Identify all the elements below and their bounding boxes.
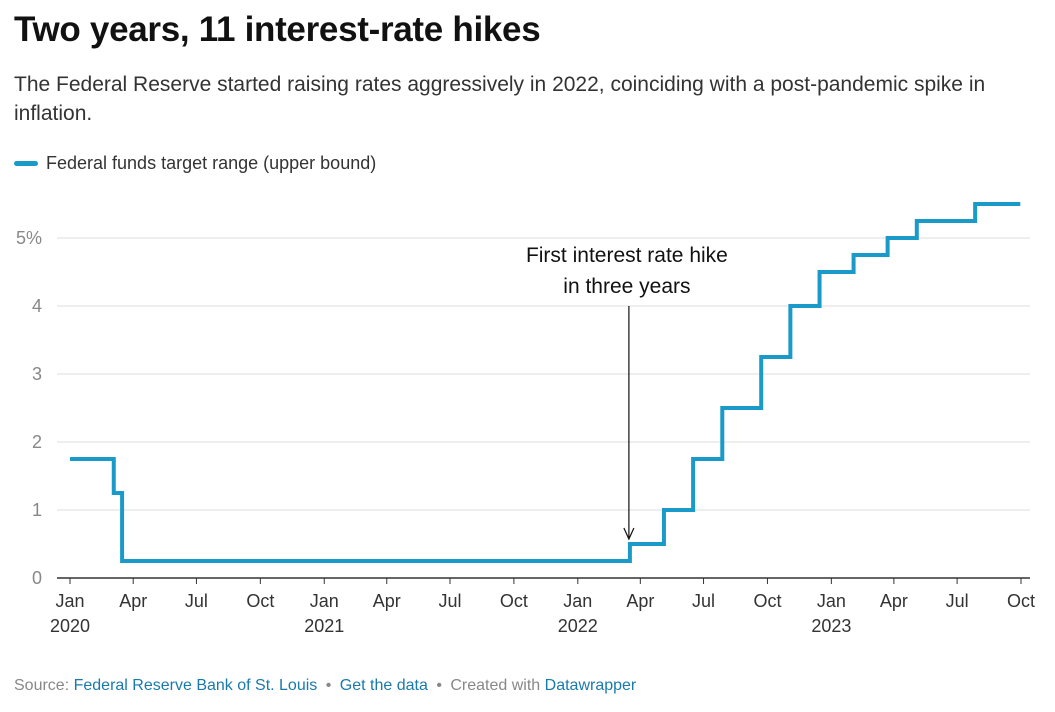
x-tick-label: Jul bbox=[692, 591, 715, 611]
y-tick-label: 2 bbox=[32, 432, 42, 452]
legend: Federal funds target range (upper bound) bbox=[14, 153, 376, 174]
x-tick-year-label: 2023 bbox=[811, 616, 851, 636]
chart-subtitle: The Federal Reserve started raising rate… bbox=[14, 73, 986, 125]
x-tick-label: Jul bbox=[438, 591, 461, 611]
x-tick-label: Oct bbox=[1007, 591, 1035, 611]
x-tick-label: Apr bbox=[880, 591, 908, 611]
footer-separator: • bbox=[436, 677, 442, 694]
x-tick-label: Jan bbox=[310, 591, 339, 611]
y-tick-label: 5% bbox=[16, 228, 42, 248]
chart-title: Two years, 11 interest-rate hikes bbox=[14, 10, 541, 49]
x-tick-year-label: 2020 bbox=[50, 616, 90, 636]
x-tick-label: Jan bbox=[55, 591, 84, 611]
x-tick-label: Apr bbox=[626, 591, 654, 611]
y-tick-label: 4 bbox=[32, 296, 42, 316]
source-link[interactable]: Federal Reserve Bank of St. Louis bbox=[73, 677, 318, 694]
x-tick-year-label: 2021 bbox=[304, 616, 344, 636]
x-tick-label: Apr bbox=[373, 591, 401, 611]
datawrapper-link[interactable]: Datawrapper bbox=[544, 677, 637, 694]
x-tick-label: Oct bbox=[500, 591, 528, 611]
series-line bbox=[70, 202, 1021, 563]
annotation-text: First interest rate hike bbox=[526, 244, 728, 267]
y-tick-label: 3 bbox=[32, 364, 42, 384]
x-tick-label: Jul bbox=[946, 591, 969, 611]
get-data-link[interactable]: Get the data bbox=[339, 677, 428, 694]
x-tick-label: Oct bbox=[246, 591, 274, 611]
x-tick-label: Jul bbox=[185, 591, 208, 611]
x-tick-year-label: 2022 bbox=[558, 616, 598, 636]
footer: Source: Federal Reserve Bank of St. Loui… bbox=[14, 677, 636, 695]
x-tick-label: Oct bbox=[753, 591, 781, 611]
line-chart: 0 1 2 3 4 5% Jan 2020 Apr Jul Oct Jan 2021 Apr Jul Oct J… bbox=[16, 202, 1035, 636]
x-tick-label: Apr bbox=[119, 591, 147, 611]
annotation-text: in three years bbox=[563, 275, 690, 298]
x-tick-label: Jan bbox=[817, 591, 846, 611]
y-tick-label: 1 bbox=[32, 500, 42, 520]
footer-separator: • bbox=[325, 677, 332, 694]
y-tick-label: 0 bbox=[32, 568, 42, 588]
annotation-arrowhead bbox=[623, 527, 635, 541]
legend-label: Federal funds target range (upper bound) bbox=[46, 153, 377, 173]
legend-swatch bbox=[14, 161, 38, 166]
source-prefix: Source: bbox=[14, 677, 70, 694]
created-with-text: Created with bbox=[450, 677, 541, 694]
x-tick-label: Jan bbox=[563, 591, 592, 611]
